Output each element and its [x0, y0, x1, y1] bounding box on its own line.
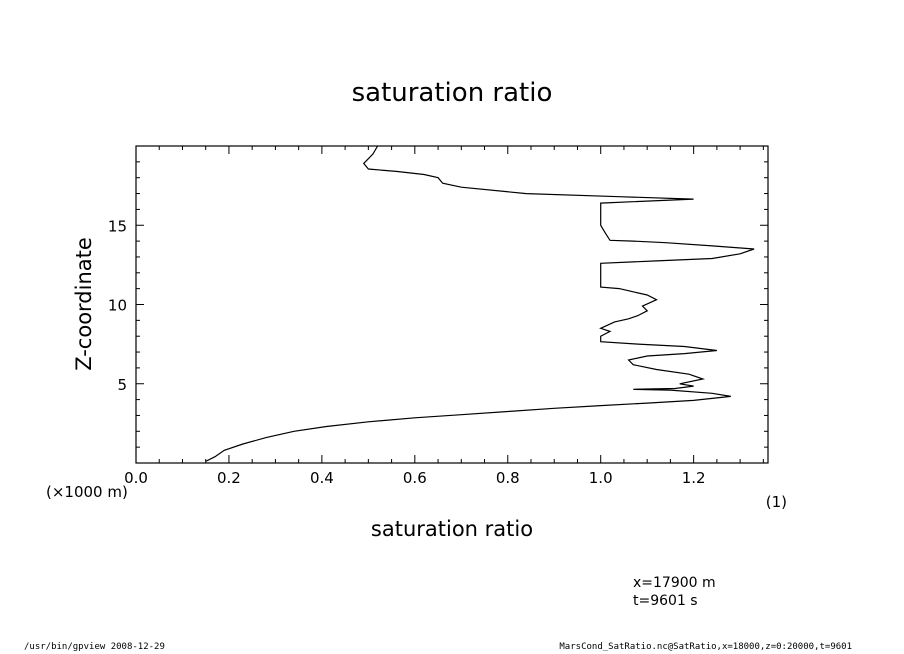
- x-tick-label: 1.0: [589, 469, 613, 487]
- x-tick-label: 1.2: [682, 469, 706, 487]
- y-unit-label: (×1000 m): [46, 483, 128, 501]
- x-tick-label: 0.0: [124, 469, 148, 487]
- x-unit-label: (1): [766, 493, 787, 511]
- y-tick-label: 15: [108, 217, 127, 235]
- y-tick-label: 10: [108, 297, 127, 315]
- chart-title: saturation ratio: [352, 78, 553, 108]
- y-tick-label: 5: [117, 376, 127, 394]
- y-tick-labels: 5 10 15: [108, 217, 127, 394]
- x-tick-label: 0.6: [403, 469, 427, 487]
- footer-source: MarsCond_SatRatio.nc@SatRatio,x=18000,z=…: [559, 642, 852, 652]
- axis-ticks: [135, 146, 768, 463]
- saturation-ratio-line: [205, 145, 755, 462]
- x-tick-label: 0.8: [496, 469, 520, 487]
- footer-command: /usr/bin/gpview 2008-12-29: [24, 642, 165, 652]
- y-axis-label: Z-coordinate: [72, 237, 96, 371]
- time-annotation: t=9601 s: [633, 593, 698, 609]
- x-axis-label: saturation ratio: [371, 517, 533, 541]
- x-tick-label: 0.2: [217, 469, 241, 487]
- x-tick-labels: 0.0 0.2 0.4 0.6 0.8 1.0 1.2: [124, 469, 706, 487]
- position-annotation: x=17900 m: [633, 575, 716, 591]
- x-tick-label: 0.4: [310, 469, 334, 487]
